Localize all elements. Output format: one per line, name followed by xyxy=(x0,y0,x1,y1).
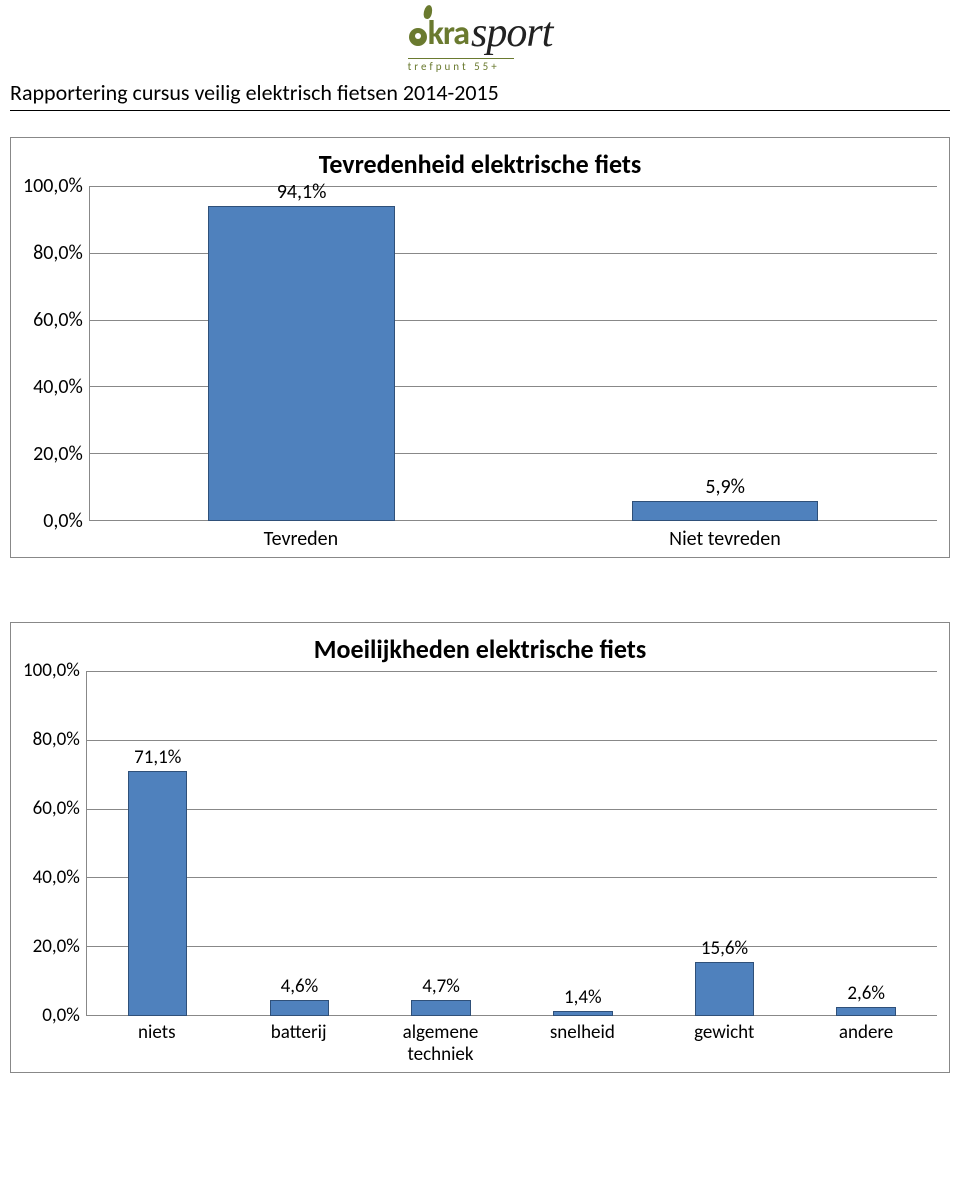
bar-value-label: 4,7% xyxy=(422,975,460,1000)
bar xyxy=(836,1007,896,1016)
x-tick-label: Tevreden xyxy=(89,521,513,551)
x-tick-label: andere xyxy=(795,1016,937,1066)
brand-logo: krasport trefpunt 55+ xyxy=(10,0,950,79)
chart-moeilijkheden: Moeilijkheden elektrische fiets 100,0%80… xyxy=(10,622,950,1073)
bar-slot: 94,1% xyxy=(90,186,514,521)
bar-value-label: 2,6% xyxy=(847,982,885,1007)
chart2-plot: 71,1% 4,6% 4,7% 1,4% 15,6% 2,6% xyxy=(86,671,937,1016)
bar xyxy=(208,206,394,521)
chart2-title: Moeilijkheden elektrische fiets xyxy=(23,633,937,665)
bar xyxy=(632,501,818,521)
chart1-title: Tevredenheid elektrische fiets xyxy=(23,148,937,180)
bar-value-label: 71,1% xyxy=(134,746,181,771)
bar-value-label: 4,6% xyxy=(281,975,319,1000)
chart1-plot: 94,1% 5,9% xyxy=(89,186,937,521)
chart2-y-axis: 100,0%80,0%60,0%40,0%20,0%0,0% xyxy=(23,671,86,1016)
bar-slot: 4,7% xyxy=(370,671,512,1016)
bar-value-label: 94,1% xyxy=(277,180,327,206)
bar-slot: 1,4% xyxy=(512,671,654,1016)
chart2-x-axis: nietsbatterijalgemenetechnieksnelheidgew… xyxy=(86,1016,937,1066)
bar-slot: 2,6% xyxy=(795,671,937,1016)
x-tick-label: algemenetechniek xyxy=(370,1016,512,1066)
bar-slot: 5,9% xyxy=(513,186,937,521)
x-tick-label: Niet tevreden xyxy=(513,521,937,551)
bar-value-label: 5,9% xyxy=(705,475,745,501)
bar xyxy=(553,1011,613,1016)
x-tick-label: gewicht xyxy=(653,1016,795,1066)
bar-slot: 15,6% xyxy=(654,671,796,1016)
bar-value-label: 15,6% xyxy=(701,937,748,962)
x-tick-label: niets xyxy=(86,1016,228,1066)
x-tick-label: batterij xyxy=(228,1016,370,1066)
bar xyxy=(270,1000,330,1016)
bar xyxy=(695,962,755,1016)
logo-brand-text: kra xyxy=(408,13,469,54)
chart-tevredenheid: Tevredenheid elektrische fiets 100,0%80,… xyxy=(10,137,950,558)
bar xyxy=(128,771,188,1016)
bar-slot: 71,1% xyxy=(87,671,229,1016)
chart1-x-axis: TevredenNiet tevreden xyxy=(89,521,937,551)
bar xyxy=(411,1000,471,1016)
page-title: Rapportering cursus veilig elektrisch fi… xyxy=(10,79,950,111)
x-tick-label: snelheid xyxy=(511,1016,653,1066)
logo-tagline: trefpunt 55+ xyxy=(408,58,514,73)
logo-sub-text: sport xyxy=(471,9,552,57)
bar-value-label: 1,4% xyxy=(564,986,602,1011)
bar-slot: 4,6% xyxy=(229,671,371,1016)
chart1-y-axis: 100,0%80,0%60,0%40,0%20,0%0,0% xyxy=(23,186,89,521)
